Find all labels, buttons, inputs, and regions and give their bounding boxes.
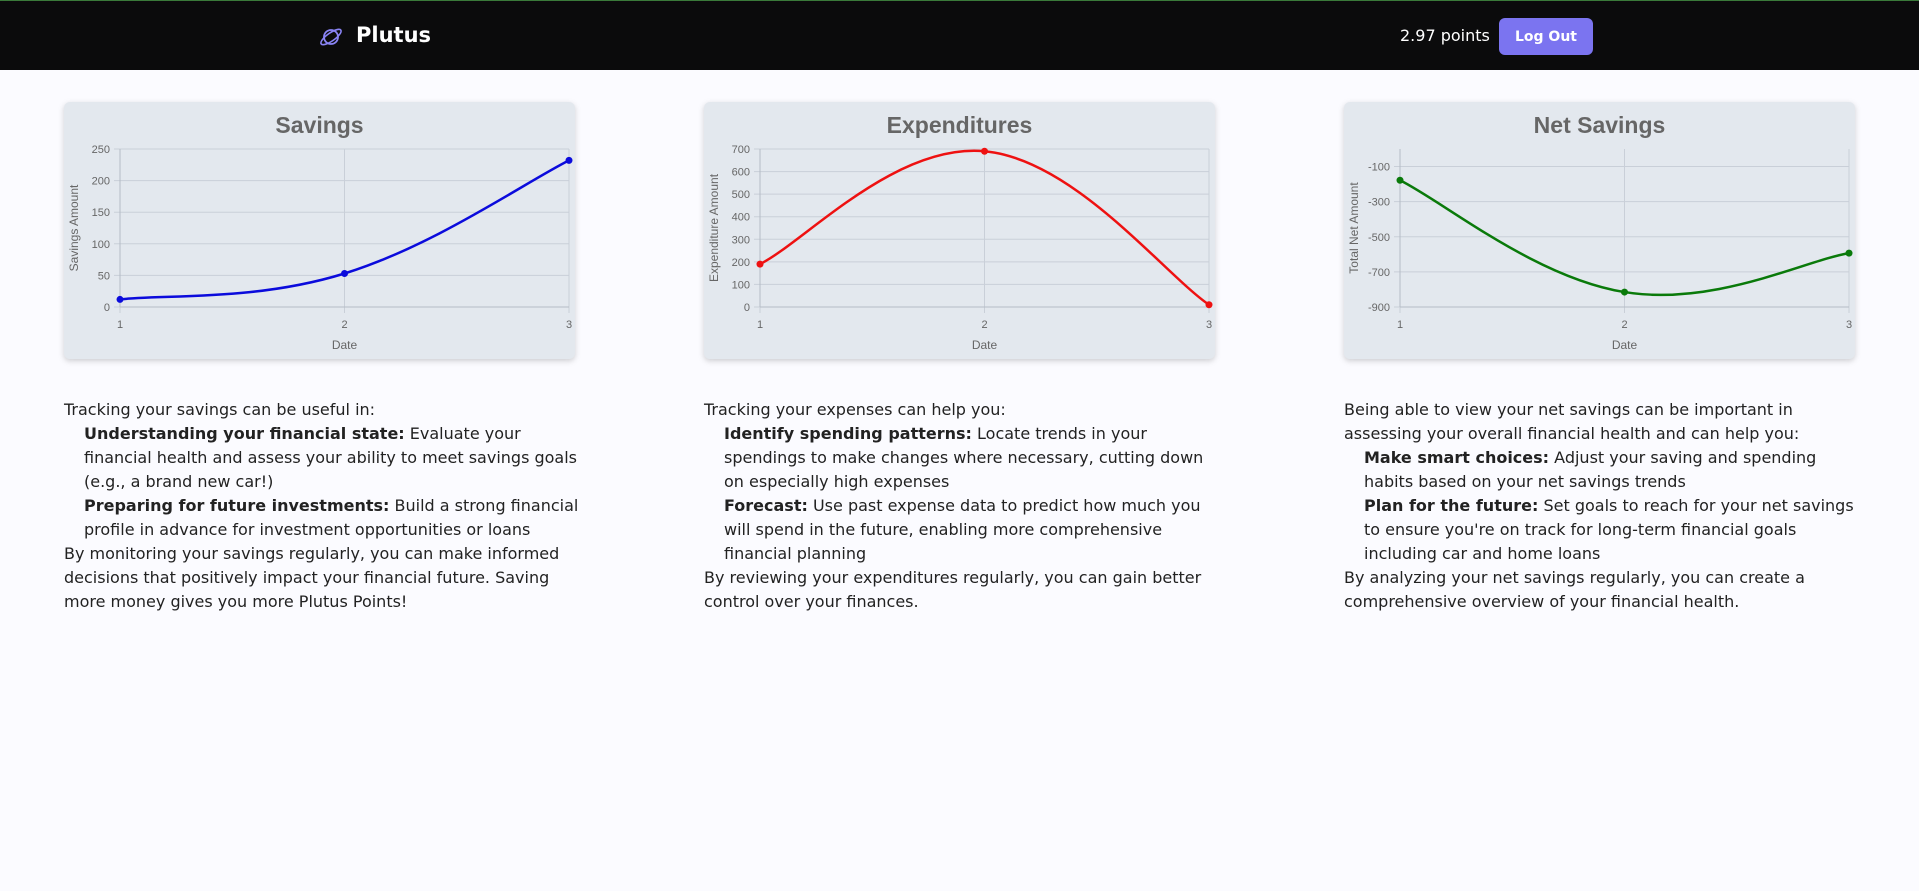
y-tick-label: 100 [92, 239, 110, 251]
x-tick-label: 3 [566, 319, 572, 331]
data-point [981, 147, 988, 155]
y-tick-label: -700 [1368, 267, 1390, 279]
y-tick-label: 0 [744, 302, 750, 314]
intro-text: Tracking your savings can be useful in: [64, 400, 376, 419]
points: 2.97 points [1400, 26, 1490, 45]
outro-text: By reviewing your expenditures regularly… [704, 568, 1202, 611]
x-tick-label: 1 [1397, 319, 1403, 331]
x-axis-label: Date [332, 338, 358, 352]
intro-text: Being able to view your net savings can … [1344, 400, 1800, 443]
item-term: Identify spending patterns: [724, 424, 972, 443]
y-tick-label: 200 [732, 257, 750, 269]
chart-card: Net Savings -900 -700 -500 -300 -100 1 2 3 Date To… [1344, 102, 1855, 359]
brand[interactable]: Plutus [356, 23, 432, 47]
header: Plutus 2.97 points Log Out [0, 0, 1919, 70]
item-text: Set goals to reach for your net savings … [1364, 496, 1854, 563]
data-point [1621, 288, 1628, 296]
card-background [1344, 102, 1855, 359]
info-section: Tracking your savings can be useful in: U… [64, 398, 579, 614]
list-item: Plan for the future: Set goals to reach … [1344, 494, 1859, 566]
x-tick-label: 1 [757, 319, 763, 331]
item-term: Preparing for future investments: [84, 496, 390, 515]
intro-text: Tracking your expenses can help you: [704, 400, 1006, 419]
data-point [116, 295, 124, 303]
y-tick-label: 100 [732, 279, 750, 291]
y-tick-label: -100 [1368, 162, 1390, 174]
card-background [704, 102, 1215, 359]
x-tick-label: 2 [341, 319, 347, 331]
info-section: Tracking your expenses can help you: Iden… [704, 398, 1219, 614]
list-item: Forecast: Use past expense data to predi… [704, 494, 1219, 566]
item-term: Understanding your financial state: [84, 424, 405, 443]
outro-text: By analyzing your net savings regularly,… [1344, 568, 1805, 611]
y-tick-label: 50 [98, 270, 110, 282]
list-item: Make smart choices: Adjust your saving a… [1344, 446, 1859, 494]
item-text: Build a strong financial profile in adva… [84, 496, 579, 539]
y-tick-label: -500 [1368, 232, 1390, 244]
chart-title: Expenditures [887, 112, 1033, 138]
item-term: Plan for the future: [1364, 496, 1539, 515]
x-tick-label: 2 [1621, 319, 1627, 331]
logout-button[interactable]: Log Out [1499, 18, 1593, 55]
data-point [1205, 301, 1213, 309]
outro-text: By monitoring your savings regularly, yo… [64, 544, 560, 611]
y-axis-label: Total Net Amount [1347, 182, 1361, 274]
info-section: Being able to view your net savings can … [1344, 398, 1859, 614]
data-point [756, 260, 764, 268]
card-background [64, 102, 575, 359]
item-term: Forecast: [724, 496, 808, 515]
data-point [565, 156, 573, 164]
y-tick-label: 0 [104, 302, 110, 314]
data-point [341, 270, 348, 278]
y-axis-label: Savings Amount [67, 184, 81, 271]
x-tick-label: 3 [1206, 319, 1212, 331]
y-tick-label: -900 [1368, 302, 1390, 314]
y-tick-label: 250 [92, 144, 110, 156]
data-point [1396, 176, 1404, 184]
item-text: Use past expense data to predict how muc… [724, 496, 1201, 563]
list-item: Understanding your financial state: Eval… [64, 422, 579, 494]
list-item: Preparing for future investments: Build … [64, 494, 579, 542]
y-tick-label: 150 [92, 207, 110, 219]
y-tick-label: -300 [1368, 197, 1390, 209]
x-axis-label: Date [972, 338, 998, 352]
x-tick-label: 1 [117, 319, 123, 331]
item-text: Adjust your saving and spending habits b… [1364, 448, 1817, 491]
x-axis-label: Date [1612, 338, 1638, 352]
y-tick-label: 500 [732, 189, 750, 201]
chart-title: Net Savings [1534, 112, 1666, 138]
data-point [1845, 249, 1853, 257]
item-text: Locate trends in your spendings to make … [724, 424, 1204, 491]
logo[interactable] [318, 25, 344, 49]
chart-card: Savings 0 50 100 150 200 250 1 2 3 Date Savings Amo… [64, 102, 575, 359]
chart-title: Savings [275, 112, 363, 138]
y-axis-label: Expenditure Amount [707, 173, 721, 282]
item-text: Evaluate your financial health and asses… [84, 424, 578, 491]
y-tick-label: 300 [732, 234, 750, 246]
y-tick-label: 600 [732, 167, 750, 179]
x-tick-label: 3 [1846, 319, 1852, 331]
item-term: Make smart choices: [1364, 448, 1550, 467]
y-tick-label: 400 [732, 212, 750, 224]
chart-card: Expenditures 0 100 200 300 400 500 600 700 1 2 3 Dat… [704, 102, 1215, 359]
y-tick-label: 700 [732, 144, 750, 156]
x-tick-label: 2 [981, 319, 987, 331]
y-tick-label: 200 [92, 176, 110, 188]
list-item: Identify spending patterns: Locate trend… [704, 422, 1219, 494]
